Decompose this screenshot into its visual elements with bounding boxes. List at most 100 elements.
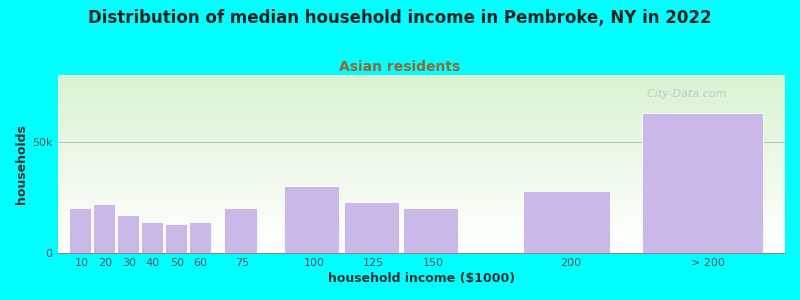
Bar (58, 105, 785, 106)
Bar (58, 132, 785, 133)
Bar (58, 171, 785, 172)
Bar (522, 191, 610, 253)
Bar (58, 106, 785, 107)
Bar (58, 238, 785, 239)
Bar (58, 90, 785, 91)
Bar (58, 214, 785, 215)
Bar (58, 194, 785, 195)
Bar (58, 139, 785, 140)
Bar (642, 113, 762, 253)
Bar (58, 102, 785, 103)
Bar (58, 196, 785, 197)
Bar (58, 173, 785, 174)
Bar (58, 201, 785, 202)
Bar (58, 152, 785, 153)
Bar (58, 174, 785, 175)
Bar (58, 147, 785, 148)
Bar (58, 192, 785, 193)
Bar (58, 169, 785, 170)
Bar (58, 122, 785, 123)
Bar (58, 111, 785, 112)
Bar (58, 92, 785, 93)
Bar (58, 211, 785, 212)
Bar (58, 159, 785, 160)
Bar (58, 119, 785, 120)
Bar (58, 121, 785, 122)
Bar (58, 80, 785, 81)
Bar (58, 177, 785, 178)
Bar (58, 149, 785, 150)
Bar (58, 235, 785, 236)
Bar (58, 160, 785, 161)
Bar (58, 233, 785, 234)
Bar (58, 236, 785, 237)
Bar (58, 93, 785, 94)
Bar (58, 144, 785, 145)
Bar (58, 146, 785, 147)
Bar (58, 183, 785, 184)
Bar (58, 217, 785, 218)
Bar (58, 208, 785, 209)
Bar (58, 96, 785, 97)
Bar (58, 133, 785, 134)
Bar (58, 197, 785, 198)
Bar (58, 203, 785, 204)
Bar (58, 103, 785, 104)
Bar (58, 190, 785, 191)
Bar (58, 95, 785, 96)
Bar (58, 112, 785, 113)
Bar (58, 216, 785, 217)
Bar (58, 179, 785, 180)
Bar (58, 229, 785, 230)
Bar (58, 182, 785, 183)
Bar (58, 162, 785, 163)
Bar (58, 178, 785, 179)
Bar (58, 231, 785, 232)
Bar (58, 215, 785, 216)
Bar (58, 141, 785, 142)
Bar (58, 113, 785, 114)
Bar (58, 75, 785, 76)
Bar (58, 176, 785, 177)
Bar (58, 89, 785, 90)
Bar (58, 77, 785, 78)
Bar (58, 123, 785, 124)
Bar (58, 200, 785, 201)
Bar (117, 215, 139, 253)
Bar (58, 202, 785, 203)
Bar (344, 202, 398, 253)
Bar (58, 252, 785, 253)
Bar (58, 222, 785, 223)
Bar (58, 82, 785, 83)
Bar (58, 110, 785, 111)
Bar (58, 115, 785, 116)
Bar (58, 199, 785, 200)
Bar (58, 248, 785, 249)
Bar (58, 168, 785, 169)
Bar (58, 130, 785, 131)
Bar (58, 155, 785, 156)
Bar (58, 140, 785, 141)
Bar (58, 207, 785, 208)
Bar (58, 97, 785, 98)
Bar (225, 208, 258, 253)
Bar (58, 188, 785, 189)
Bar (58, 243, 785, 244)
Bar (58, 127, 785, 128)
Bar (58, 114, 785, 115)
Y-axis label: households: households (15, 124, 28, 204)
Bar (58, 136, 785, 137)
Bar (58, 83, 785, 84)
Bar (403, 208, 458, 253)
Bar (58, 230, 785, 231)
Bar (58, 193, 785, 194)
Bar (58, 107, 785, 108)
Bar (58, 167, 785, 168)
Bar (58, 238, 785, 239)
Bar (58, 124, 785, 125)
Bar (58, 153, 785, 154)
Bar (58, 210, 785, 211)
Bar (58, 150, 785, 151)
Bar (58, 108, 785, 109)
Bar (58, 170, 785, 171)
